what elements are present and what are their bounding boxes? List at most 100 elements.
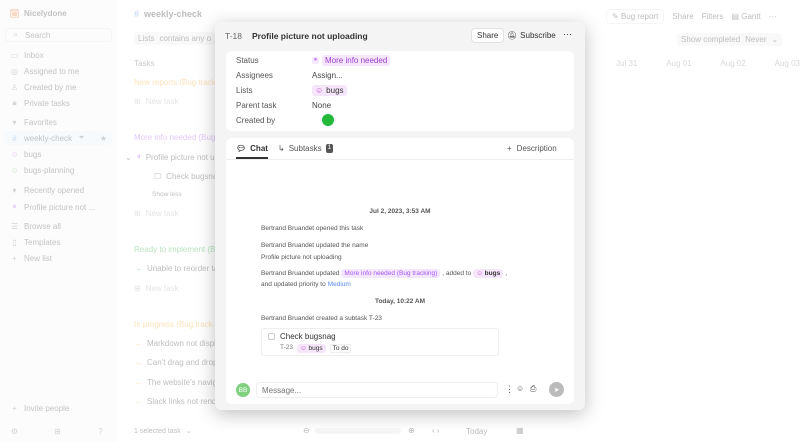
subtask-icon: ↳ <box>278 144 285 153</box>
new-task[interactable]: ⊞ New task <box>134 284 179 293</box>
help-button[interactable]: ? <box>96 427 105 436</box>
task-row[interactable]: ⌄ ⏸ Profile picture not u <box>125 152 215 162</box>
status-label: Status <box>236 56 259 65</box>
add-description-button[interactable]: + Description <box>507 144 557 153</box>
zoom-slider[interactable] <box>315 428 401 434</box>
label: New task <box>145 209 179 218</box>
subtask-checkbox[interactable] <box>268 333 275 340</box>
activity-event: and updated priority to Medium <box>261 281 351 288</box>
today-button[interactable]: Today <box>466 427 488 436</box>
label: 1 selected task <box>134 427 181 435</box>
workspace-name[interactable]: ▢ Nicelydone <box>10 9 67 18</box>
date: Aug 01 <box>666 59 692 68</box>
new-task[interactable]: ⊞ New task <box>134 97 179 106</box>
priority-link[interactable]: Medium <box>327 281 351 288</box>
show-less[interactable]: Show less <box>152 191 182 198</box>
subtask-id: T-23 <box>280 344 294 351</box>
workspace-label: Nicelydone <box>24 9 67 18</box>
search-icon: ⌕ <box>13 30 18 39</box>
sidebar-item-bugs-planning[interactable]: ☺ bugs-planning <box>10 166 74 175</box>
bell-off-icon: 🔕︎ <box>507 31 518 40</box>
filters-button[interactable]: Filters <box>701 12 724 21</box>
share-button[interactable]: Share <box>471 28 505 43</box>
assignees-value[interactable]: Assign... <box>312 71 343 80</box>
zoom-out-icon[interactable]: ⊖ <box>303 426 310 435</box>
subtask-card[interactable]: Check bugsnag T-23 ☺ bugs To do <box>261 328 499 356</box>
gantt-button[interactable]: ▤ Gantt <box>731 12 761 21</box>
parent-value[interactable]: None <box>312 101 332 110</box>
sidebar-item-new-list[interactable]: + New list <box>10 254 52 263</box>
pause-icon: ⏸ <box>12 202 17 211</box>
sidebar-item-created[interactable]: ♙ Created by me <box>10 83 77 92</box>
bug-report-button[interactable]: ✎ Bug report <box>606 9 665 24</box>
label: New task <box>145 97 179 106</box>
bug-icon: ☺ <box>315 86 324 95</box>
lock-icon: 🔒︎ <box>12 98 17 107</box>
invite-people[interactable]: + Invite people <box>10 404 69 413</box>
emoji-icon[interactable]: ☺ <box>516 384 525 393</box>
label: bugs <box>326 86 344 95</box>
status-value[interactable]: ⏸ More info needed <box>312 55 391 66</box>
main-view: # weekly-check Lists contains any o Tasks … <box>120 0 800 442</box>
star-icon[interactable]: ★ <box>99 133 108 143</box>
sidebar-item-inbox[interactable]: ▭ Inbox <box>10 51 44 60</box>
date: Aug 02 <box>720 59 746 68</box>
plus-icon: + <box>12 404 17 413</box>
new-task-button[interactable]: ⊞ <box>53 427 62 436</box>
send-button[interactable]: ➤ <box>549 382 564 397</box>
label: Browse all <box>24 222 61 231</box>
label: Slack links not rend <box>147 397 217 406</box>
favorites-header[interactable]: ▾ Favorites <box>10 118 56 127</box>
sidebar-item-weekly-check[interactable]: # weekly-check ⏷ ★ <box>4 131 112 145</box>
task-row[interactable]: → Slack links not rend <box>134 397 217 406</box>
hash-icon: # <box>134 9 140 19</box>
subscribe-button[interactable]: 🔕︎ Subscribe <box>507 31 556 40</box>
prev-next-icon[interactable]: ‹ › <box>432 426 440 435</box>
task-row[interactable]: → Markdown not displ <box>134 339 216 348</box>
status-badge[interactable]: More info needed (Bug tracking) <box>341 269 441 278</box>
filter-icon: ⏷ <box>78 133 85 142</box>
bug-icon: ☺ <box>300 345 307 352</box>
sidebar-item-bugs[interactable]: ☺ bugs <box>10 150 41 159</box>
attachment-icon[interactable]: ⎙ <box>530 384 537 393</box>
share-button[interactable]: Share <box>672 12 694 21</box>
tab-chat[interactable]: 💬︎ Chat <box>236 144 268 159</box>
more-icon[interactable]: ··· <box>768 12 777 21</box>
tab-subtasks[interactable]: ↳ Subtasks 1 <box>278 144 334 153</box>
recent-header[interactable]: ▾ Recently opened <box>10 186 84 195</box>
sidebar: ▢ Nicelydone ⌕ Search ▭ Inbox ◎ Assigned to … <box>0 0 118 442</box>
task-id: T-18 <box>225 31 243 41</box>
sidebar-item-templates[interactable]: ▯ Templates <box>10 238 60 247</box>
text: , <box>505 270 507 277</box>
message-input[interactable] <box>256 382 498 398</box>
new-task[interactable]: ⊞ New task <box>134 209 179 218</box>
more-icon[interactable]: ··· <box>563 29 572 39</box>
sidebar-item-assigned[interactable]: ◎ Assigned to me <box>10 67 79 76</box>
subtask-row[interactable]: ☐ Check bugsna <box>154 172 218 181</box>
show-completed-select[interactable]: Show completed Never ⌄ <box>677 33 783 46</box>
settings-button[interactable]: ⚙ <box>10 427 19 436</box>
label: Bug report <box>620 12 659 21</box>
task-row[interactable]: → Can't drag and drop <box>134 358 218 367</box>
more-vertical-icon[interactable]: ⋮ <box>505 384 514 394</box>
sidebar-item-browse[interactable]: ☰ Browse all <box>10 222 61 231</box>
task-title[interactable]: Profile picture not uploading <box>252 31 368 41</box>
filter-chip[interactable]: Lists contains any o <box>134 32 216 45</box>
sidebar-item-private[interactable]: 🔒︎ Private tasks <box>10 98 69 108</box>
label: Can't drag and drop <box>147 358 218 367</box>
date-separator: Today, 10:22 AM <box>374 298 426 305</box>
assignees-label: Assignees <box>236 71 273 80</box>
date: Jul 31 <box>616 59 638 68</box>
list-badge: ☺ bugs <box>297 344 326 353</box>
recent-item[interactable]: ⏸ Profile picture not ... <box>10 202 96 212</box>
search-input[interactable]: ⌕ Search <box>5 28 112 42</box>
task-row[interactable]: → The website's navig <box>134 378 218 387</box>
list-badge[interactable]: ☺ bugs <box>312 85 347 96</box>
task-row[interactable]: → Unable to reorder ta <box>134 264 219 273</box>
label: New task <box>145 284 179 293</box>
selected-tasks[interactable]: 1 selected task ⌄ <box>134 427 192 436</box>
calendar-icon[interactable]: ▦ <box>516 426 524 435</box>
list-badge[interactable]: ☺ bugs <box>473 269 504 278</box>
zoom-in-icon[interactable]: ⊕ <box>408 426 415 435</box>
label: Profile picture not ... <box>24 202 96 212</box>
